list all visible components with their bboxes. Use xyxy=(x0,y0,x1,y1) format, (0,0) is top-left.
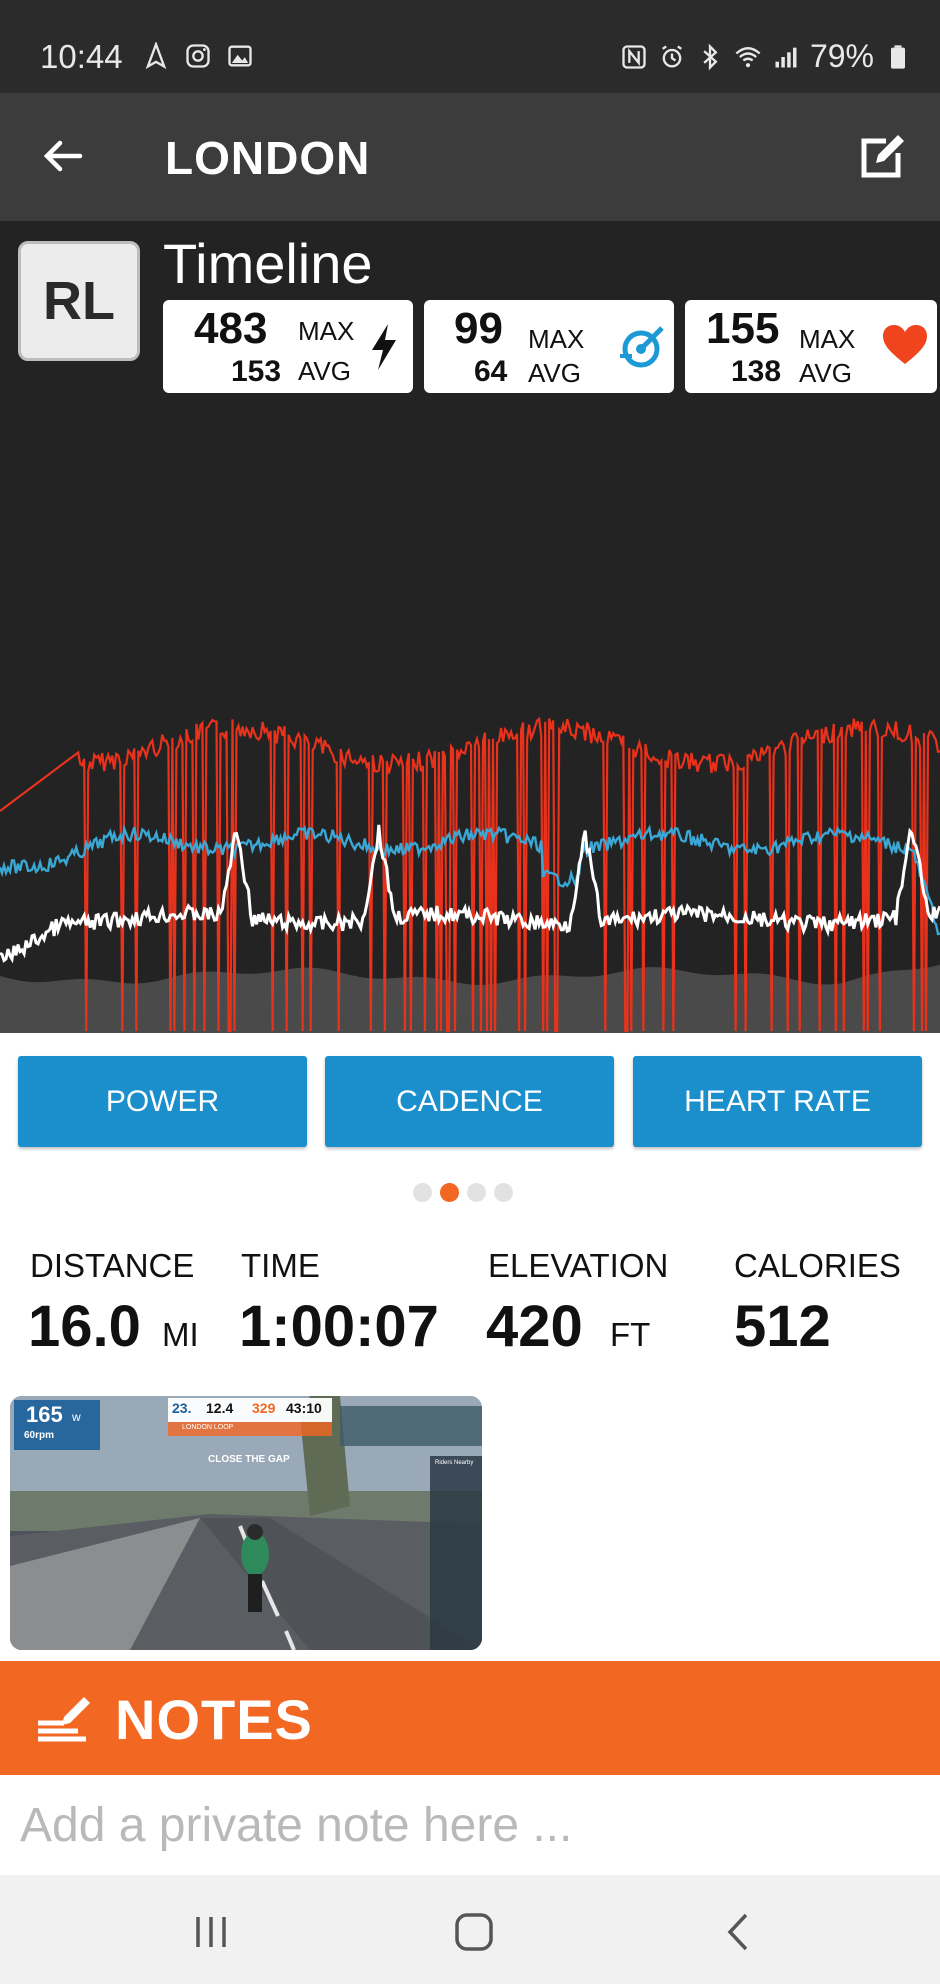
thumbnail-cadence: 60rpm xyxy=(24,1430,55,1441)
back-icon[interactable] xyxy=(714,1907,764,1957)
nfc-icon xyxy=(622,44,646,69)
power-avg-value: 153 xyxy=(231,355,282,388)
wifi-icon xyxy=(735,46,761,67)
heart-icon xyxy=(883,325,927,364)
page-title: LONDON xyxy=(165,132,371,184)
bluetooth-icon xyxy=(703,43,718,70)
home-icon[interactable] xyxy=(449,1907,499,1957)
power-button[interactable]: POWER xyxy=(18,1056,307,1147)
heart-rate-avg-value: 138 xyxy=(731,355,782,388)
cadence-icon xyxy=(620,326,664,368)
elevation-value: 420 xyxy=(486,1294,583,1359)
heart-rate-max-label: MAX xyxy=(799,324,856,354)
timeline-panel: RL Timeline 483 MAX 153 AVG 99 MAX 64 AV… xyxy=(0,221,940,1033)
navigation-icon xyxy=(145,42,167,70)
heart-rate-max-value: 155 xyxy=(706,304,780,353)
private-note-input[interactable] xyxy=(0,1775,940,1875)
timeline-title: Timeline xyxy=(163,232,373,295)
pager-dot[interactable] xyxy=(413,1183,432,1202)
thumbnail-banner: CLOSE THE GAP xyxy=(208,1454,290,1465)
instagram-icon xyxy=(186,44,210,68)
edit-icon[interactable] xyxy=(854,129,910,185)
alarm-icon xyxy=(661,45,682,67)
cadence-avg-value: 64 xyxy=(474,355,508,388)
distance-unit: MI xyxy=(162,1316,199,1353)
cadence-stat-card: 99 MAX 64 AVG xyxy=(424,300,674,393)
thumbnail-hud-speed: 23. xyxy=(172,1400,192,1416)
cadence-avg-label: AVG xyxy=(528,358,581,388)
lightning-icon xyxy=(372,324,396,370)
time-label: TIME xyxy=(241,1247,320,1284)
status-bar: 10:44 79% xyxy=(0,0,940,93)
thumbnail-route: LONDON LOOP xyxy=(182,1424,234,1431)
gallery-icon xyxy=(228,45,252,67)
power-stat-card: 483 MAX 153 AVG xyxy=(163,300,413,393)
power-avg-label: AVG xyxy=(298,356,351,386)
arrow-left-icon[interactable] xyxy=(38,131,88,181)
thumbnail-hud-distance: 12.4 xyxy=(206,1400,234,1416)
thumbnail-hud-elevation: 329 xyxy=(252,1400,276,1416)
notes-title: NOTES xyxy=(115,1688,313,1751)
cadence-button[interactable]: CADENCE xyxy=(325,1056,614,1147)
cadence-max-label: MAX xyxy=(528,324,585,354)
thumbnail-hud-time: 43:10 xyxy=(286,1400,322,1416)
elevation-unit: FT xyxy=(610,1316,651,1353)
elevation-label: ELEVATION xyxy=(488,1247,669,1284)
write-note-icon xyxy=(38,1697,90,1742)
power-max-label: MAX xyxy=(298,316,355,346)
calories-label: CALORIES xyxy=(734,1247,901,1284)
pager-dot[interactable] xyxy=(494,1183,513,1202)
calories-value: 512 xyxy=(734,1294,831,1359)
pager-dot-active[interactable] xyxy=(440,1183,459,1202)
thumbnail-power-value: 165 xyxy=(26,1402,63,1427)
battery-percent: 79% xyxy=(809,38,874,74)
cadence-series-line xyxy=(0,824,940,936)
thumbnail-power-unit: w xyxy=(72,1410,81,1424)
app-bar: LONDON xyxy=(0,93,940,221)
heart-rate-avg-label: AVG xyxy=(799,358,852,388)
ride-scene xyxy=(10,1396,482,1650)
time-value: 1:00:07 xyxy=(239,1294,439,1359)
status-time: 10:44 xyxy=(40,38,123,75)
notes-header: NOTES xyxy=(0,1661,940,1775)
heart-rate-button[interactable]: HEART RATE xyxy=(633,1056,922,1147)
battery-icon xyxy=(891,44,905,69)
signal-icon xyxy=(775,47,797,67)
thumbnail-panel-title: Riders Nearby xyxy=(435,1460,474,1466)
heart-rate-series-line xyxy=(0,716,940,1033)
distance-value: 16.0 xyxy=(28,1294,141,1359)
ride-screenshot-thumbnail[interactable]: 165 w 60rpm 23. 12.4 329 43:10 LONDON LO… xyxy=(10,1396,482,1650)
pager-dots xyxy=(413,1183,513,1202)
power-series-line xyxy=(0,824,940,964)
cadence-max-value: 99 xyxy=(454,304,503,353)
distance-label: DISTANCE xyxy=(30,1247,195,1284)
system-nav-bar xyxy=(0,1875,940,1984)
power-max-value: 483 xyxy=(194,304,268,353)
heart-rate-stat-card: 155 MAX 138 AVG xyxy=(685,300,937,393)
avatar[interactable]: RL xyxy=(18,241,140,361)
timeline-chart xyxy=(0,716,940,1033)
pager-dot[interactable] xyxy=(467,1183,486,1202)
recent-apps-icon[interactable] xyxy=(186,1907,236,1957)
